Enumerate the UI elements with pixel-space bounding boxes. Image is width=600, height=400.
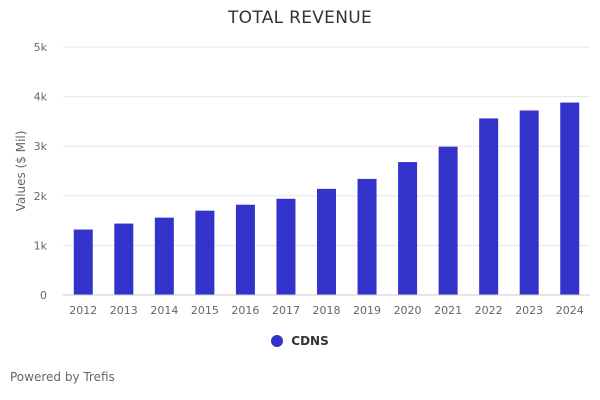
y-tick-label: 4k [34,91,48,104]
y-tick-label: 2k [34,190,48,203]
bar-2018[interactable] [317,188,336,295]
x-tick-label: 2014 [150,304,178,317]
bar-2020[interactable] [398,162,418,295]
bar-2015[interactable] [195,210,215,295]
x-tick-label: 2020 [394,304,422,317]
bar-2013[interactable] [114,223,134,295]
bar-2016[interactable] [235,204,255,295]
x-tick-label: 2013 [110,304,138,317]
x-tick-label: 2024 [556,304,584,317]
y-tick-label: 5k [34,41,48,54]
bar-2012[interactable] [73,229,93,295]
y-axis-title: Values ($ Mil) [14,131,28,212]
legend-marker [271,335,284,347]
x-tick-label: 2016 [231,304,259,317]
x-tick-label: 2018 [313,304,341,317]
x-axis-ticks: 2012 2013 2014 2015 2016 2017 2018 2019 2020 2021… [69,304,583,317]
y-tick-label: 1k [34,239,48,252]
y-tick-label: 0 [40,289,47,302]
x-tick-label: 2021 [434,304,462,317]
x-tick-label: 2015 [191,304,219,317]
y-tick-label: 3k [34,140,48,153]
bar-2022[interactable] [479,118,499,295]
bars [73,102,580,295]
bar-2021[interactable] [438,146,458,295]
bar-2014[interactable] [154,217,174,295]
bar-2019[interactable] [357,178,377,295]
x-tick-label: 2019 [353,304,381,317]
x-tick-label: 2017 [272,304,300,317]
y-axis-ticks: 0 1k 2k 3k 4k 5k [34,41,48,302]
x-tick-label: 2022 [475,304,503,317]
bar-2024[interactable] [560,102,580,295]
chart-title: TOTAL REVENUE [227,8,373,28]
credits[interactable]: Powered by Trefis [10,370,115,384]
bar-2023[interactable] [519,110,539,295]
legend-label: CDNS [291,334,329,348]
x-tick-label: 2023 [515,304,543,317]
legend[interactable]: CDNS [0,334,600,348]
bar-2017[interactable] [276,198,296,295]
x-tick-label: 2012 [69,304,97,317]
